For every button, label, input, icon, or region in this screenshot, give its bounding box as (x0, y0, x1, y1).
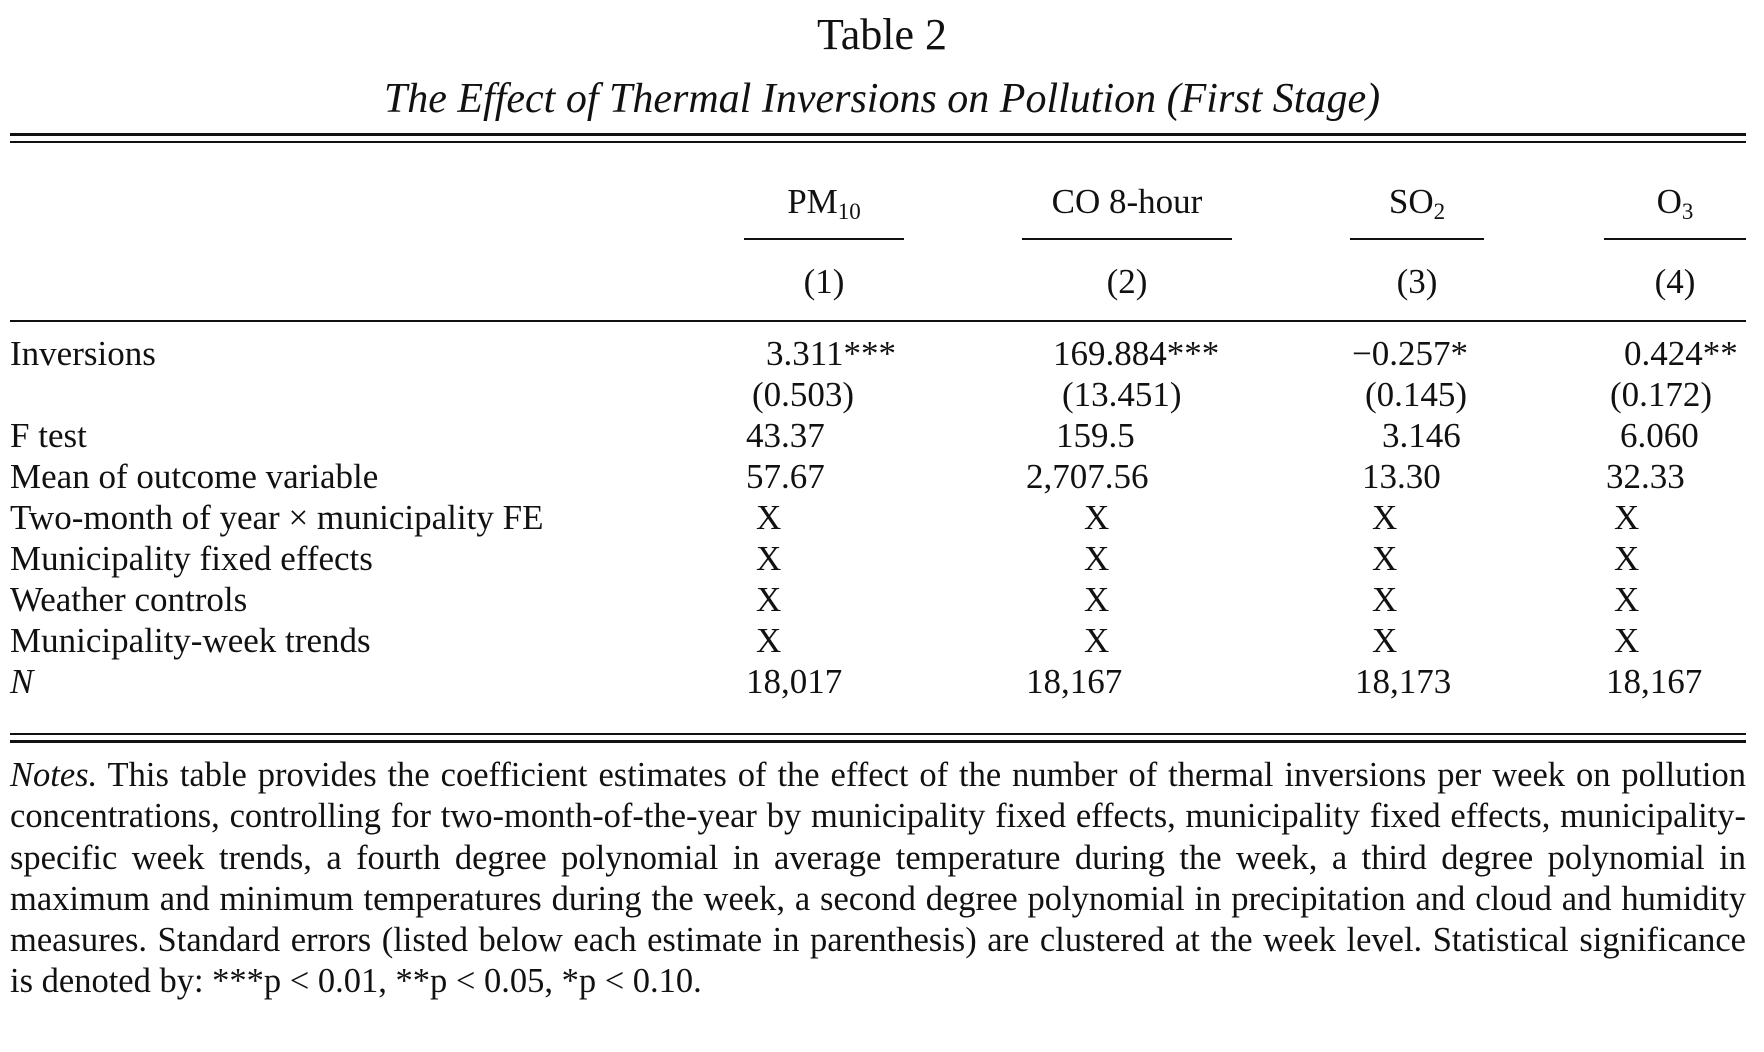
table-notes-lead: Notes. (10, 756, 98, 794)
column-header-o3: O3 (1604, 182, 1746, 224)
row-label-inversions: Inversions (10, 334, 156, 373)
table-cell: 13.30 (1362, 457, 1441, 496)
table-cell: 159.5 (1056, 416, 1135, 455)
table-cell-check: X (756, 580, 782, 619)
row-label-two-month-fe: Two-month of year × municipality FE (10, 498, 544, 537)
table-cell: 18,167 (1026, 662, 1123, 701)
column-rule-3 (1350, 238, 1484, 240)
table-cell-check: X (1084, 539, 1110, 578)
bottom-rule-thick (10, 740, 1746, 743)
column-number-3: (3) (1396, 262, 1438, 301)
top-rule-thin (10, 141, 1746, 143)
table-cell-check: X (1614, 539, 1640, 578)
table-cell: 32.33 (1606, 457, 1685, 496)
table-cell: 43.37 (746, 416, 825, 455)
table-cell-check: X (1084, 498, 1110, 537)
column-header-pm10-main: PM (787, 182, 838, 221)
table-title: Table 2 (816, 10, 948, 59)
column-header-pm10-sub: 10 (837, 199, 861, 224)
table-cell-check: X (1614, 498, 1640, 537)
column-rule-4 (1604, 238, 1746, 240)
row-label-week-trends: Municipality-week trends (10, 621, 371, 660)
table-cell-check: X (1614, 580, 1640, 619)
table-cell: 18,167 (1606, 662, 1703, 701)
column-rule-1 (744, 238, 904, 240)
table-cell-check: X (756, 539, 782, 578)
table-notes-text: This table provides the coefficient esti… (10, 756, 1746, 1001)
column-rule-2 (1022, 238, 1232, 240)
table-cell: 18,017 (746, 662, 843, 701)
table-cell-check: X (1372, 621, 1398, 660)
table-cell: 57.67 (746, 457, 825, 496)
table-cell: 6.060 (1620, 416, 1699, 455)
table-cell-check: X (1372, 498, 1398, 537)
table-subtitle: The Effect of Thermal Inversions on Poll… (383, 76, 1381, 122)
table-cell-check: X (1372, 580, 1398, 619)
column-header-pm10: PM10 (744, 182, 904, 224)
table-cell-se: (0.145) (1365, 375, 1468, 414)
table-cell-check: X (756, 498, 782, 537)
table-cell-se: (13.451) (1062, 375, 1182, 414)
top-rule-thick (10, 133, 1746, 136)
table-notes: Notes. This table provides the coefficie… (10, 755, 1746, 1003)
column-number-4: (4) (1654, 262, 1696, 301)
column-number-1: (1) (803, 262, 845, 301)
column-header-o3-main: O (1656, 182, 1682, 221)
row-label-municipality-fe: Municipality fixed effects (10, 539, 373, 578)
table-cell: 3.146 (1382, 416, 1461, 455)
table-cell-check: X (756, 621, 782, 660)
table-cell: 18,173 (1355, 662, 1452, 701)
table-cell: 169.884*** (1053, 334, 1220, 373)
row-label-weather-controls: Weather controls (10, 580, 248, 619)
row-label-f-test: F test (10, 416, 87, 455)
table-cell-se: (0.172) (1610, 375, 1713, 414)
table-cell-check: X (1084, 621, 1110, 660)
table-cell: 3.311*** (766, 334, 896, 373)
column-header-o3-sub: 3 (1681, 199, 1694, 224)
row-label-mean-outcome: Mean of outcome variable (10, 457, 379, 496)
table-cell: 2,707.56 (1026, 457, 1149, 496)
row-label-n: N (10, 662, 34, 701)
table-cell-check: X (1614, 621, 1640, 660)
table-cell-check: X (1372, 539, 1398, 578)
table-cell: −0.257* (1352, 334, 1468, 373)
column-header-so2-sub: 2 (1433, 199, 1446, 224)
header-rule (10, 320, 1746, 322)
bottom-rule-thin (10, 733, 1746, 735)
column-number-2: (2) (1106, 262, 1148, 301)
table-cell: 0.424** (1624, 334, 1738, 373)
column-header-co: CO 8-hour (1022, 182, 1232, 222)
table-cell-check: X (1084, 580, 1110, 619)
table-cell-se: (0.503) (752, 375, 855, 414)
column-header-co-main: CO 8-hour (1051, 182, 1203, 221)
column-header-so2: SO2 (1350, 182, 1484, 224)
column-header-so2-main: SO (1388, 182, 1434, 221)
